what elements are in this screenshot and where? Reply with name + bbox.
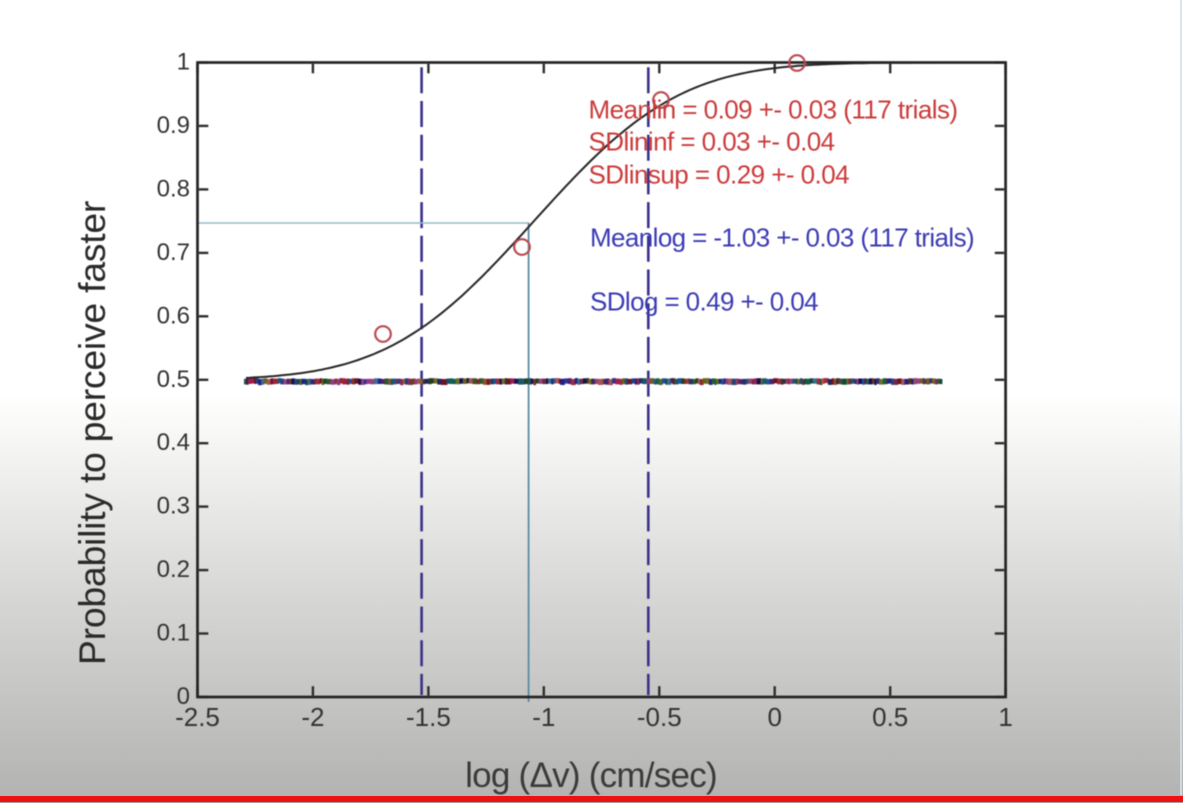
svg-text:0.5: 0.5 bbox=[872, 702, 908, 732]
svg-text:-1.5: -1.5 bbox=[406, 702, 451, 732]
svg-text:0.1: 0.1 bbox=[157, 620, 190, 647]
svg-text:0.3: 0.3 bbox=[157, 493, 190, 520]
svg-text:1: 1 bbox=[177, 49, 190, 76]
svg-text:0.9: 0.9 bbox=[157, 112, 190, 139]
svg-text:-0.5: -0.5 bbox=[637, 702, 682, 732]
svg-text:log (Δv) (cm/sec): log (Δv) (cm/sec) bbox=[465, 756, 717, 795]
svg-text:SDlininf = 0.03 +- 0.04: SDlininf = 0.03 +- 0.04 bbox=[589, 127, 835, 157]
svg-text:SDlog = 0.49 +- 0.04: SDlog = 0.49 +- 0.04 bbox=[590, 287, 818, 317]
svg-text:0.4: 0.4 bbox=[157, 429, 190, 456]
svg-text:Meanlin = 0.09 +- 0.03 (117 tr: Meanlin = 0.09 +- 0.03 (117 trials) bbox=[589, 95, 958, 125]
svg-text:-2: -2 bbox=[301, 702, 324, 732]
svg-text:-2.5: -2.5 bbox=[175, 702, 220, 732]
svg-text:0.6: 0.6 bbox=[157, 302, 190, 329]
svg-text:0: 0 bbox=[767, 702, 781, 732]
svg-text:1: 1 bbox=[998, 702, 1012, 732]
svg-text:0.7: 0.7 bbox=[157, 239, 190, 266]
svg-text:0.2: 0.2 bbox=[157, 556, 190, 583]
svg-text:SDlinsup = 0.29 +- 0.04: SDlinsup = 0.29 +- 0.04 bbox=[589, 160, 850, 190]
svg-text:Meanlog = -1.03 +- 0.03 (117 t: Meanlog = -1.03 +- 0.03 (117 trials) bbox=[590, 223, 974, 253]
svg-text:0: 0 bbox=[177, 683, 190, 710]
svg-text:0.5: 0.5 bbox=[157, 366, 190, 393]
svg-text:Probability to perceive faster: Probability to perceive faster bbox=[71, 201, 113, 665]
svg-text:-1: -1 bbox=[532, 702, 555, 732]
svg-text:0.8: 0.8 bbox=[157, 175, 190, 202]
